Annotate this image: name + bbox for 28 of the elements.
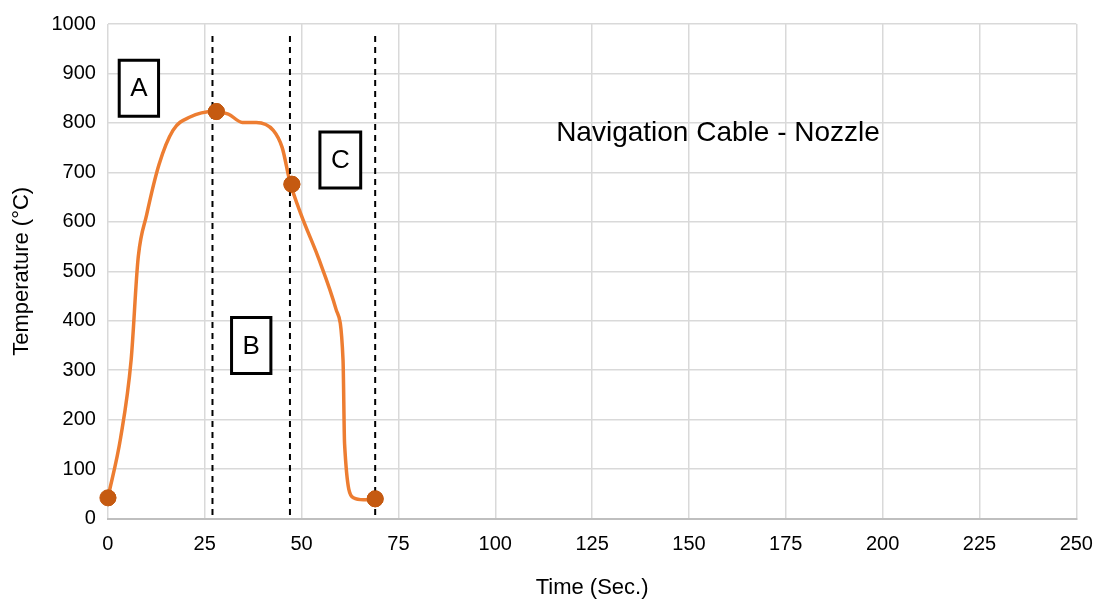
- y-tick-label: 500: [62, 258, 96, 281]
- x-axis-title: Time (Sec.): [535, 573, 649, 599]
- y-tick-label: 100: [62, 456, 96, 479]
- y-tick-label: 0: [84, 506, 96, 529]
- x-tick-label: 150: [672, 532, 706, 555]
- x-tick-label: 250: [1059, 532, 1093, 555]
- y-tick-label: 300: [62, 357, 96, 380]
- x-tick-label: 200: [865, 532, 900, 555]
- x-tick-label: 175: [769, 532, 803, 555]
- y-tick-label: 200: [62, 407, 96, 430]
- y-tick-label: 800: [62, 110, 96, 133]
- y-tick-label: 1000: [51, 11, 96, 34]
- x-tick-label: 100: [478, 532, 512, 555]
- y-tick-label: 900: [62, 60, 96, 83]
- annotation: A: [130, 72, 149, 103]
- x-tick-label: 125: [575, 532, 609, 555]
- x-tick-label: 225: [962, 532, 997, 555]
- annotation: C: [330, 144, 350, 175]
- x-tick-label: 0: [102, 532, 114, 555]
- annotation: B: [242, 329, 260, 360]
- y-tick-label: 400: [62, 308, 96, 331]
- y-axis-title: Temperature (°C): [8, 186, 34, 356]
- x-tick-label: 25: [193, 532, 216, 555]
- text: Navigation Cable - Nozzle: [556, 115, 880, 147]
- x-tick-label: 75: [387, 532, 410, 555]
- y-tick-label: 700: [62, 159, 96, 182]
- y-tick-label: 600: [62, 209, 96, 232]
- x-tick-label: 50: [290, 532, 313, 555]
